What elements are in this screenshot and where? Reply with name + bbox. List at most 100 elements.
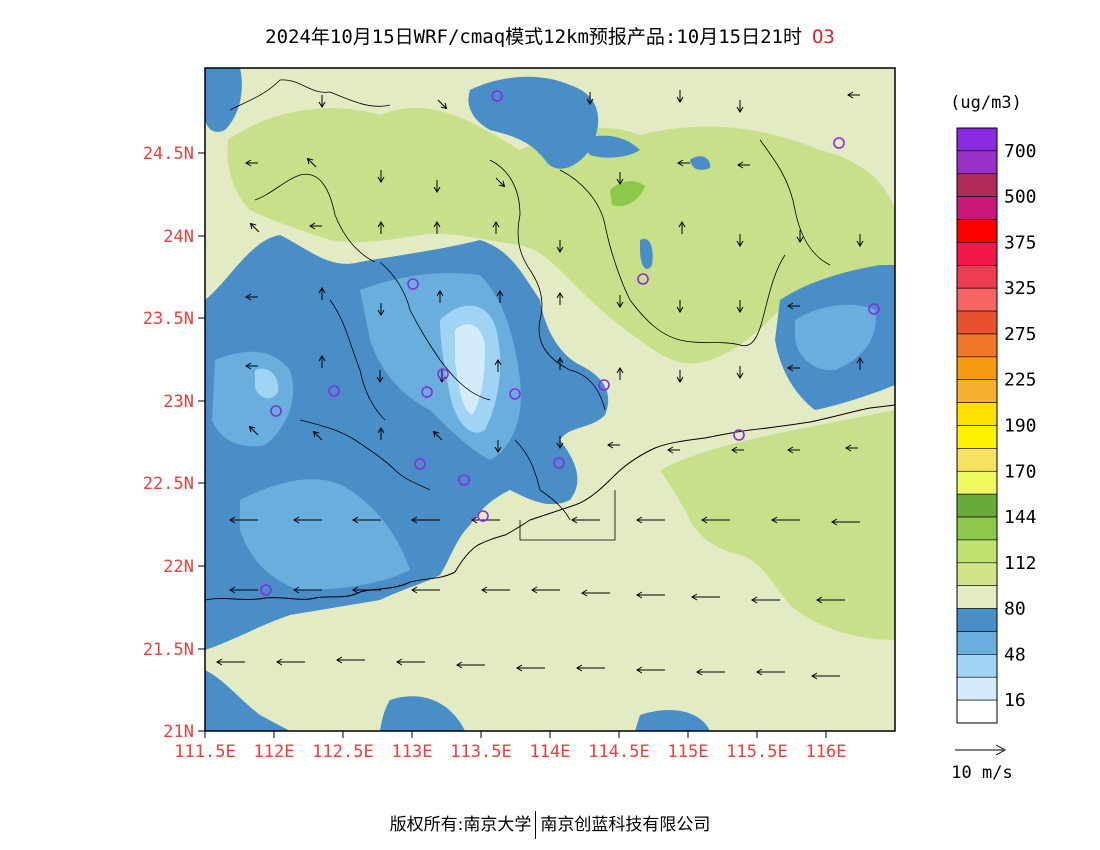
station-marker bbox=[868, 303, 880, 315]
color-legend: 700 500 375 325 275 225 190 170 144 112 80 48 16 bbox=[956, 127, 1037, 724]
lat-label: 22N bbox=[163, 557, 194, 577]
legend-unit: (ug/m3) bbox=[950, 93, 1022, 113]
wind-arrow bbox=[245, 362, 258, 370]
wind-arrow bbox=[636, 516, 665, 524]
wind-arrow bbox=[433, 180, 441, 193]
station-marker bbox=[477, 510, 489, 522]
legend-label: 225 bbox=[1004, 370, 1037, 391]
wind-arrow bbox=[352, 586, 381, 594]
wind-arrow bbox=[531, 586, 560, 594]
lat-tick: 24.5N bbox=[143, 144, 205, 164]
o3-field-144 bbox=[610, 181, 645, 207]
lon-tick: 116E bbox=[806, 731, 846, 762]
legend-swatch bbox=[956, 699, 998, 724]
wind-arrow bbox=[336, 656, 365, 664]
o3-field-east-48 bbox=[795, 304, 876, 371]
legend-label: 48 bbox=[1004, 644, 1026, 665]
wind-arrow bbox=[691, 593, 720, 601]
o3-field-16 bbox=[455, 324, 486, 415]
wind-arrow bbox=[377, 170, 385, 183]
lon-label: 115.5E bbox=[726, 742, 787, 762]
station-marker bbox=[509, 388, 521, 400]
legend-swatch bbox=[956, 127, 998, 152]
legend-swatch bbox=[956, 356, 998, 381]
footer-separator bbox=[535, 811, 537, 839]
legend-swatch bbox=[956, 219, 998, 243]
wind-arrow bbox=[245, 159, 258, 167]
map-plot bbox=[204, 68, 896, 731]
chart-title: 2024年10月15日WRF/cmaq模式12km预报产品:10月15日21时 O… bbox=[0, 22, 1100, 49]
legend-label: 700 bbox=[1004, 141, 1037, 162]
wind-arrow bbox=[856, 357, 864, 370]
footer-right: 南京创蓝科技有限公司 bbox=[540, 815, 711, 835]
legend-frame bbox=[956, 127, 998, 724]
wind-arrow bbox=[756, 668, 785, 676]
station-marker bbox=[328, 385, 340, 397]
lat-label: 24N bbox=[163, 227, 194, 247]
wind-arrow bbox=[492, 221, 500, 234]
o3-field-sea-blue bbox=[205, 670, 710, 731]
wind-arrow bbox=[581, 589, 610, 597]
wind-arrow bbox=[309, 222, 322, 230]
lon-tick: 115E bbox=[668, 731, 709, 762]
wind-arrow bbox=[377, 427, 385, 440]
footer-left: 版权所有:南京大学 bbox=[389, 815, 532, 835]
legend-label: 190 bbox=[1004, 416, 1037, 437]
legend-swatch bbox=[956, 333, 998, 358]
wind-arrow bbox=[248, 425, 259, 436]
legend-label: 275 bbox=[1004, 324, 1037, 345]
wind-arrow bbox=[667, 446, 680, 454]
station-marker bbox=[260, 584, 272, 596]
wind-arrow bbox=[318, 287, 326, 300]
station-marker bbox=[491, 90, 503, 102]
wind-arrow bbox=[494, 359, 502, 372]
lon-tick: 111.5E bbox=[174, 731, 236, 762]
lon-label: 113.5E bbox=[450, 742, 511, 762]
lon-tick: 112E bbox=[254, 731, 294, 762]
wind-arrow bbox=[677, 159, 690, 167]
wind-arrow bbox=[737, 161, 750, 169]
legend-swatch bbox=[956, 425, 998, 449]
wind-arrow bbox=[494, 440, 502, 453]
lon-label: 114.5E bbox=[588, 742, 649, 762]
legend-swatch bbox=[956, 242, 998, 266]
wind-arrow bbox=[306, 157, 317, 168]
wind-arrow bbox=[816, 596, 845, 604]
legend-swatch bbox=[956, 402, 998, 426]
wind-arrow bbox=[318, 95, 326, 108]
lat-label: 22.5N bbox=[143, 474, 194, 494]
wind-arrow bbox=[586, 92, 594, 105]
station-marker bbox=[414, 458, 426, 470]
legend-swatch bbox=[956, 585, 998, 609]
wind-arrow bbox=[481, 586, 510, 594]
lat-tick: 23.5N bbox=[143, 309, 205, 329]
wind-arrow bbox=[771, 516, 800, 524]
wind-arrow bbox=[411, 586, 440, 594]
lat-tick: 23N bbox=[163, 392, 205, 412]
wind-arrow bbox=[229, 516, 258, 524]
lon-label: 115E bbox=[668, 742, 709, 762]
lon-label: 113E bbox=[392, 742, 433, 762]
wind-arrow bbox=[847, 91, 860, 99]
lat-tick: 21N bbox=[163, 722, 205, 742]
legend-swatch bbox=[956, 493, 998, 518]
lat-label: 23.5N bbox=[143, 309, 194, 329]
wind-arrow bbox=[736, 100, 744, 113]
wind-arrow bbox=[678, 221, 686, 234]
wind-arrow bbox=[701, 516, 730, 524]
wind-arrow bbox=[736, 300, 744, 313]
wind-arrow bbox=[796, 230, 804, 243]
lat-tick: 21.5N bbox=[143, 640, 205, 660]
wind-arrow bbox=[856, 234, 864, 247]
lon-label: 112.5E bbox=[312, 742, 373, 762]
station-marker bbox=[458, 474, 470, 486]
station-marker bbox=[833, 137, 845, 149]
wind-arrow bbox=[377, 303, 385, 316]
station-markers bbox=[260, 90, 880, 596]
legend-swatch bbox=[956, 265, 998, 289]
legend-swatch bbox=[956, 448, 998, 472]
o3-field-north-blue bbox=[205, 68, 711, 270]
wind-arrow bbox=[787, 446, 800, 454]
lat-tick: 24N bbox=[163, 227, 205, 247]
wind-arrow bbox=[293, 516, 322, 524]
